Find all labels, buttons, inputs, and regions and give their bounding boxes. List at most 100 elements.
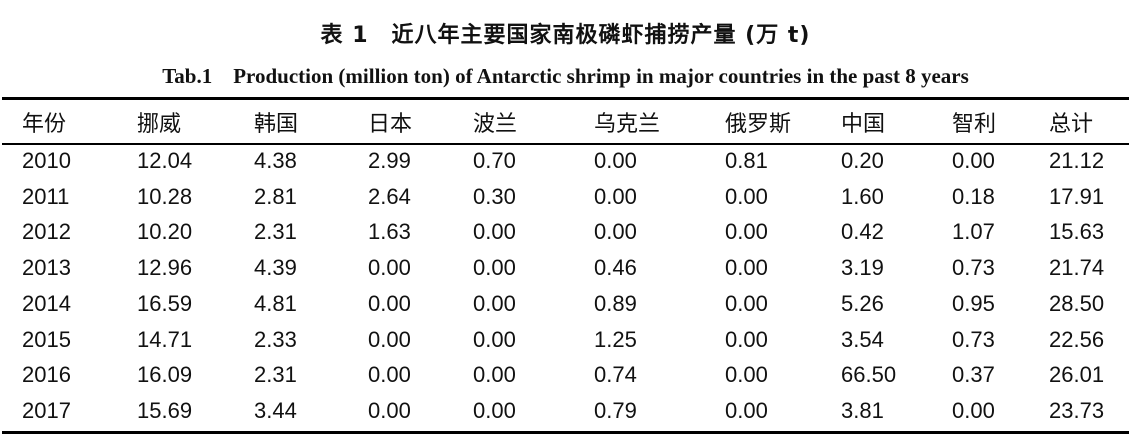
value-cell: 2.99 [368,147,411,173]
value-cell: 23.73 [1049,398,1105,424]
value-cell: 0.00 [725,290,768,316]
year-cell: 2011 [22,183,70,209]
value-cell: 0.00 [368,398,411,424]
value-cell: 0.00 [725,183,768,209]
value-cell: 28.50 [1049,290,1105,316]
value-cell: 0.00 [594,183,637,209]
value-cell: 3.81 [841,398,884,424]
table-row: 2014 16.59 4.81 0.00 0.00 0.89 0.00 5.26 0.95 28.… [2,286,1129,322]
value-cell: 0.00 [368,290,411,316]
table-row: 2012 10.20 2.31 1.63 0.00 0.00 0.00 0.42 1.07 15.… [2,215,1129,251]
value-cell: 15.63 [1049,219,1105,245]
value-cell: 0.73 [952,255,995,281]
table-row: 2016 16.09 2.31 0.00 0.00 0.74 0.00 66.50 0.37 26… [2,358,1129,394]
production-table: 年份 挪威 韩国 日本 波兰 乌克兰 俄罗斯 中国 智利 总计 2010 12.04 4.38 2.99… [2,100,1129,429]
value-cell: 0.00 [368,326,411,352]
column-header: 波兰 [473,111,518,137]
value-cell: 5.26 [841,290,884,316]
value-cell: 12.04 [137,147,193,173]
value-cell: 0.00 [473,326,516,352]
column-header: 韩国 [254,111,299,137]
value-cell: 0.81 [725,147,768,173]
value-cell: 0.70 [473,147,516,173]
value-cell: 3.54 [841,326,884,352]
value-cell: 0.00 [594,219,637,245]
value-cell: 0.00 [473,255,516,281]
value-cell: 16.59 [137,290,193,316]
column-header: 智利 [952,111,997,137]
year-cell: 2010 [22,147,71,173]
year-cell: 2014 [22,290,71,316]
column-header: 乌克兰 [594,111,661,137]
value-cell: 0.79 [594,398,637,424]
value-cell: 21.12 [1049,147,1105,173]
value-cell: 0.46 [594,255,637,281]
value-cell: 12.96 [137,255,193,281]
value-cell: 14.71 [137,326,193,352]
value-cell: 0.89 [594,290,637,316]
value-cell: 10.28 [137,183,193,209]
value-cell: 0.00 [725,255,768,281]
value-cell: 21.74 [1049,255,1105,281]
year-cell: 2013 [22,255,71,281]
value-cell: 0.20 [841,147,884,173]
value-cell: 1.60 [841,183,884,209]
value-cell: 3.44 [254,398,297,424]
value-cell: 0.00 [725,326,768,352]
table-top-rule [2,97,1129,100]
value-cell: 15.69 [137,398,193,424]
table-row: 2015 14.71 2.33 0.00 0.00 1.25 0.00 3.54 0.73 22.… [2,322,1129,358]
value-cell: 0.00 [594,147,637,173]
column-header: 俄罗斯 [725,111,792,137]
column-header: 中国 [841,111,886,137]
table-bottom-rule [2,431,1129,434]
table-title-cn: 表 1 近八年主要国家南极磷虾捕捞产量 (万 t) [320,23,811,48]
column-header: 挪威 [137,111,182,137]
value-cell: 2.31 [254,362,297,388]
value-cell: 10.20 [137,219,193,245]
value-cell: 0.00 [473,398,516,424]
value-cell: 4.38 [254,147,297,173]
value-cell: 0.73 [952,326,995,352]
value-cell: 26.01 [1049,362,1105,388]
value-cell: 0.42 [841,219,884,245]
column-header: 年份 [22,111,67,137]
value-cell: 2.64 [368,183,411,209]
year-cell: 2012 [22,219,71,245]
value-cell: 22.56 [1049,326,1105,352]
value-cell: 0.00 [952,398,995,424]
value-cell: 0.00 [473,362,516,388]
value-cell: 17.91 [1049,183,1105,209]
value-cell: 0.00 [952,147,995,173]
value-cell: 0.00 [368,362,411,388]
value-cell: 0.30 [473,183,516,209]
year-cell: 2015 [22,326,71,352]
value-cell: 16.09 [137,362,193,388]
table-row: 2017 15.69 3.44 0.00 0.00 0.79 0.00 3.81 0.00 23.… [2,393,1129,429]
value-cell: 4.39 [254,255,297,281]
value-cell: 1.07 [952,219,995,245]
value-cell: 0.74 [594,362,637,388]
column-header: 日本 [368,111,413,137]
value-cell: 0.00 [725,219,768,245]
table-row: 2010 12.04 4.38 2.99 0.70 0.00 0.81 0.20 0.00 21.… [2,143,1129,179]
value-cell: 0.18 [952,183,995,209]
value-cell: 66.50 [841,362,897,388]
value-cell: 0.00 [473,290,516,316]
table-header-row: 年份 挪威 韩国 日本 波兰 乌克兰 俄罗斯 中国 智利 总计 [2,100,1129,143]
year-cell: 2016 [22,362,71,388]
column-header: 总计 [1049,111,1094,137]
table-body: 2010 12.04 4.38 2.99 0.70 0.00 0.81 0.20 0.00 21.… [2,143,1129,429]
value-cell: 0.37 [952,362,995,388]
value-cell: 4.81 [254,290,297,316]
table-title-en: Tab.1 Production (million ton) of Antarc… [162,64,969,88]
value-cell: 2.81 [254,183,297,209]
table-row: 2011 10.28 2.81 2.64 0.30 0.00 0.00 1.60 0.18 17.… [2,179,1129,215]
value-cell: 2.31 [254,219,297,245]
year-cell: 2017 [22,398,71,424]
value-cell: 1.63 [368,219,411,245]
table-row: 2013 12.96 4.39 0.00 0.00 0.46 0.00 3.19 0.73 21.… [2,250,1129,286]
value-cell: 0.00 [473,219,516,245]
value-cell: 0.00 [725,398,768,424]
